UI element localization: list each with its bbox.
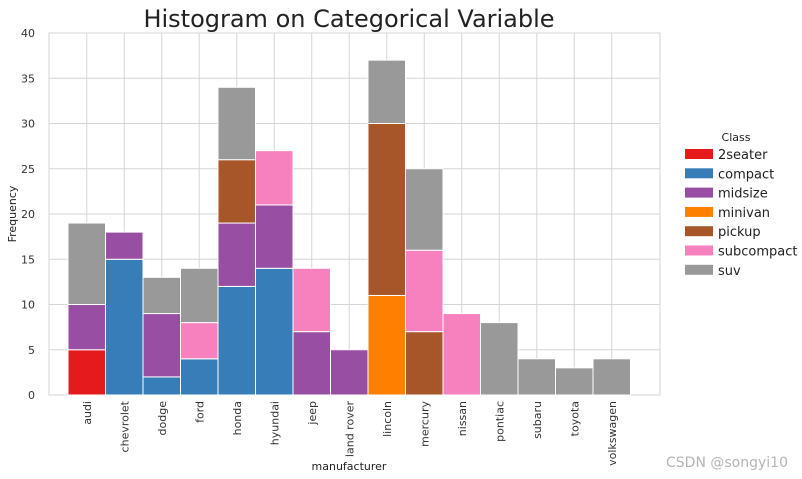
- y-axis-label: Frequency: [6, 185, 19, 242]
- bar-segment: [217, 285, 256, 396]
- bar-segment: [405, 168, 444, 251]
- x-tick-label: dodge: [156, 401, 169, 436]
- bar-segment: [367, 123, 406, 296]
- bar-segment: [180, 358, 219, 396]
- bar-segment: [67, 349, 106, 396]
- legend-swatch: [685, 168, 713, 179]
- x-tick-label: toyota: [568, 401, 581, 436]
- x-tick-label: mercury: [418, 401, 431, 447]
- legend-label: subcompact: [718, 245, 798, 260]
- legend-label: suv: [718, 264, 741, 279]
- x-tick-label: nissan: [456, 401, 469, 436]
- legend-swatch: [685, 264, 713, 275]
- legend: Class 2seater compact midsize minivan pickup…: [685, 131, 798, 279]
- x-axis-ticks: audi chevrolet dodge ford honda hyundai jeep la…: [81, 400, 619, 466]
- legend-label: 2seater: [718, 148, 768, 163]
- y-tick-label: 15: [21, 253, 35, 266]
- y-tick-label: 20: [21, 208, 35, 221]
- bar-segment: [142, 313, 181, 378]
- bar-segment: [255, 267, 294, 396]
- x-tick-label: ford: [193, 401, 206, 423]
- legend-swatch: [685, 149, 713, 159]
- legend-swatch: [685, 187, 713, 198]
- bar-segment: [367, 59, 406, 124]
- y-axis-ticks: 0 5 10 15 20 25 30 35 40: [21, 27, 35, 402]
- y-tick-label: 5: [28, 344, 35, 357]
- y-tick-label: 25: [21, 163, 35, 176]
- x-tick-label: honda: [231, 401, 244, 435]
- bar-segment: [517, 358, 556, 396]
- bar-segment: [555, 367, 594, 396]
- bar-segment: [405, 249, 444, 333]
- x-tick-label: hyundai: [268, 401, 281, 445]
- x-tick-label: chevrolet: [118, 400, 131, 452]
- bar-segment: [292, 267, 331, 333]
- legend-label: pickup: [718, 225, 761, 240]
- legend-label: compact: [718, 167, 774, 182]
- x-axis-label: manufacturer: [312, 460, 387, 473]
- bar-segment: [405, 331, 444, 396]
- legend-swatch: [685, 206, 713, 217]
- x-tick-label: pontiac: [493, 401, 506, 442]
- bar-segment: [180, 322, 219, 360]
- x-tick-label: subaru: [531, 401, 544, 439]
- bar-segment: [255, 204, 294, 269]
- y-tick-label: 10: [21, 299, 35, 312]
- bar-segment: [142, 276, 181, 315]
- bar-segment: [67, 304, 106, 351]
- x-tick-label: land rover: [343, 401, 356, 458]
- y-tick-label: 40: [21, 27, 35, 40]
- x-tick-label: audi: [81, 401, 94, 425]
- bar-segment: [217, 86, 256, 161]
- bar-segment: [255, 150, 294, 206]
- legend-title: Class: [722, 131, 751, 144]
- bar-segment: [67, 222, 106, 305]
- chart-title: Histogram on Categorical Variable: [143, 5, 554, 33]
- bar-segment: [592, 358, 631, 396]
- y-tick-label: 30: [21, 118, 35, 131]
- bar-segment: [180, 267, 219, 324]
- bar-segment: [292, 331, 331, 396]
- bar-segment: [142, 376, 181, 396]
- bar-segment: [105, 258, 144, 396]
- x-tick-label: jeep: [306, 401, 319, 426]
- bar-segment: [217, 159, 256, 224]
- y-tick-label: 35: [21, 72, 35, 85]
- bar-segment: [330, 349, 369, 396]
- bar-segment: [217, 222, 256, 287]
- x-tick-label: volkswagen: [606, 401, 619, 466]
- bars-group: [67, 59, 631, 396]
- y-tick-label: 0: [28, 389, 35, 402]
- bar-segment: [367, 294, 406, 396]
- bar-segment: [105, 231, 144, 260]
- legend-swatch: [685, 245, 713, 256]
- x-tick-label: lincoln: [381, 401, 394, 437]
- watermark: CSDN @songyi10: [666, 455, 788, 471]
- legend-label: midsize: [718, 187, 768, 202]
- bar-segment: [442, 313, 481, 396]
- legend-label: minivan: [718, 206, 770, 221]
- legend-swatch: [685, 226, 713, 237]
- bar-segment: [480, 322, 519, 396]
